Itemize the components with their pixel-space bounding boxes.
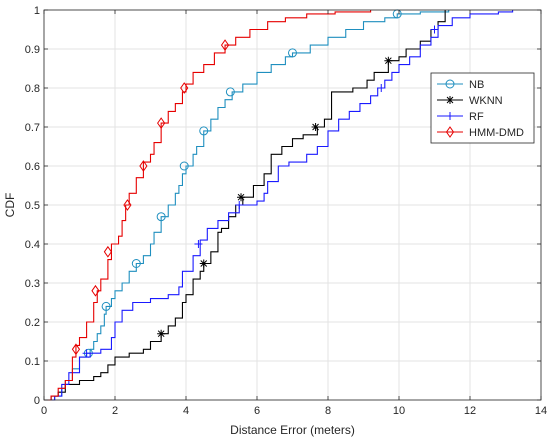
series-line: [44, 10, 446, 401]
x-tick-label: 8: [325, 405, 331, 417]
marker-asterisk: [446, 96, 454, 104]
marker-circle: [131, 259, 141, 268]
legend-item: WKNN: [437, 95, 503, 107]
marker-circle: [156, 212, 166, 222]
legend-label: NB: [469, 79, 484, 91]
marker-diamond: [220, 39, 230, 51]
legend: NB WKNN RF HMM-DMD: [430, 72, 535, 144]
marker-diamond: [123, 199, 132, 211]
marker-diamond: [71, 343, 81, 356]
series-line: [44, 10, 372, 401]
marker-diamond: [157, 117, 166, 129]
y-tick-label: 0.4: [25, 239, 40, 251]
marker-plus: [430, 25, 439, 34]
marker-plus: [194, 240, 203, 248]
y-tick-label: 0.3: [25, 278, 40, 290]
marker-plus: [446, 112, 454, 120]
y-tick-label: 0.8: [25, 83, 40, 95]
marker-plus: [377, 84, 386, 92]
legend-item: HMM-DMD: [437, 126, 524, 139]
marker-diamond: [445, 126, 455, 138]
marker-asterisk: [384, 56, 393, 65]
marker-diamond: [91, 284, 100, 297]
x-tick-label: 0: [41, 405, 47, 417]
legend-box: [430, 72, 535, 144]
marker-plus: [235, 201, 244, 209]
x-tick-label: 14: [535, 405, 547, 417]
series-wknn: [44, 10, 446, 401]
marker-asterisk: [157, 329, 166, 338]
y-tick-label: 0.9: [25, 44, 40, 56]
series-nb: [44, 9, 450, 401]
series-rf: [44, 10, 514, 401]
y-tick-label: 0: [34, 395, 40, 407]
marker-asterisk: [311, 123, 320, 131]
legend-item: NB: [437, 79, 484, 91]
legend-item: RF: [437, 111, 484, 123]
marker-circle: [199, 126, 209, 136]
legend-label: RF: [469, 111, 484, 123]
y-tick-label: 0.2: [25, 317, 40, 329]
marker-circle: [225, 87, 235, 97]
tick-labels: 0 2 4 6 8 10 12 14 0 0.1 0.2 0.3 0.4 0.5 0.6 0.7 0.8 0.9 1: [25, 5, 547, 417]
x-axis-label: Distance Error (meters): [230, 423, 355, 437]
y-tick-label: 0.7: [25, 122, 40, 134]
x-tick-label: 4: [183, 405, 189, 417]
legend-label: HMM-DMD: [469, 127, 524, 139]
marker-circle: [101, 301, 111, 311]
x-tick-label: 2: [112, 405, 118, 417]
marker-diamond: [103, 245, 113, 258]
x-tick-label: 6: [254, 405, 260, 417]
y-tick-label: 0.6: [25, 161, 40, 173]
y-tick-label: 0.1: [25, 356, 40, 368]
y-axis-label: CDF: [3, 193, 17, 218]
marker-circle: [445, 79, 455, 89]
marker-asterisk: [237, 193, 246, 202]
ticks: [43, 9, 542, 401]
x-tick-label: 12: [464, 405, 476, 417]
marker-asterisk: [199, 259, 208, 268]
marker-circle: [288, 48, 297, 58]
marker-diamond: [180, 82, 189, 94]
series-hmm-dmd: [44, 10, 372, 401]
x-tick-label: 10: [393, 405, 405, 417]
legend-label: WKNN: [469, 95, 503, 107]
series-line: [44, 10, 514, 401]
marker-circle: [179, 161, 189, 171]
marker-plus: [82, 349, 91, 358]
y-tick-label: 0.5: [25, 200, 40, 212]
series-line: [44, 10, 450, 401]
marker-diamond: [139, 160, 148, 172]
y-tick-label: 1: [34, 5, 40, 17]
